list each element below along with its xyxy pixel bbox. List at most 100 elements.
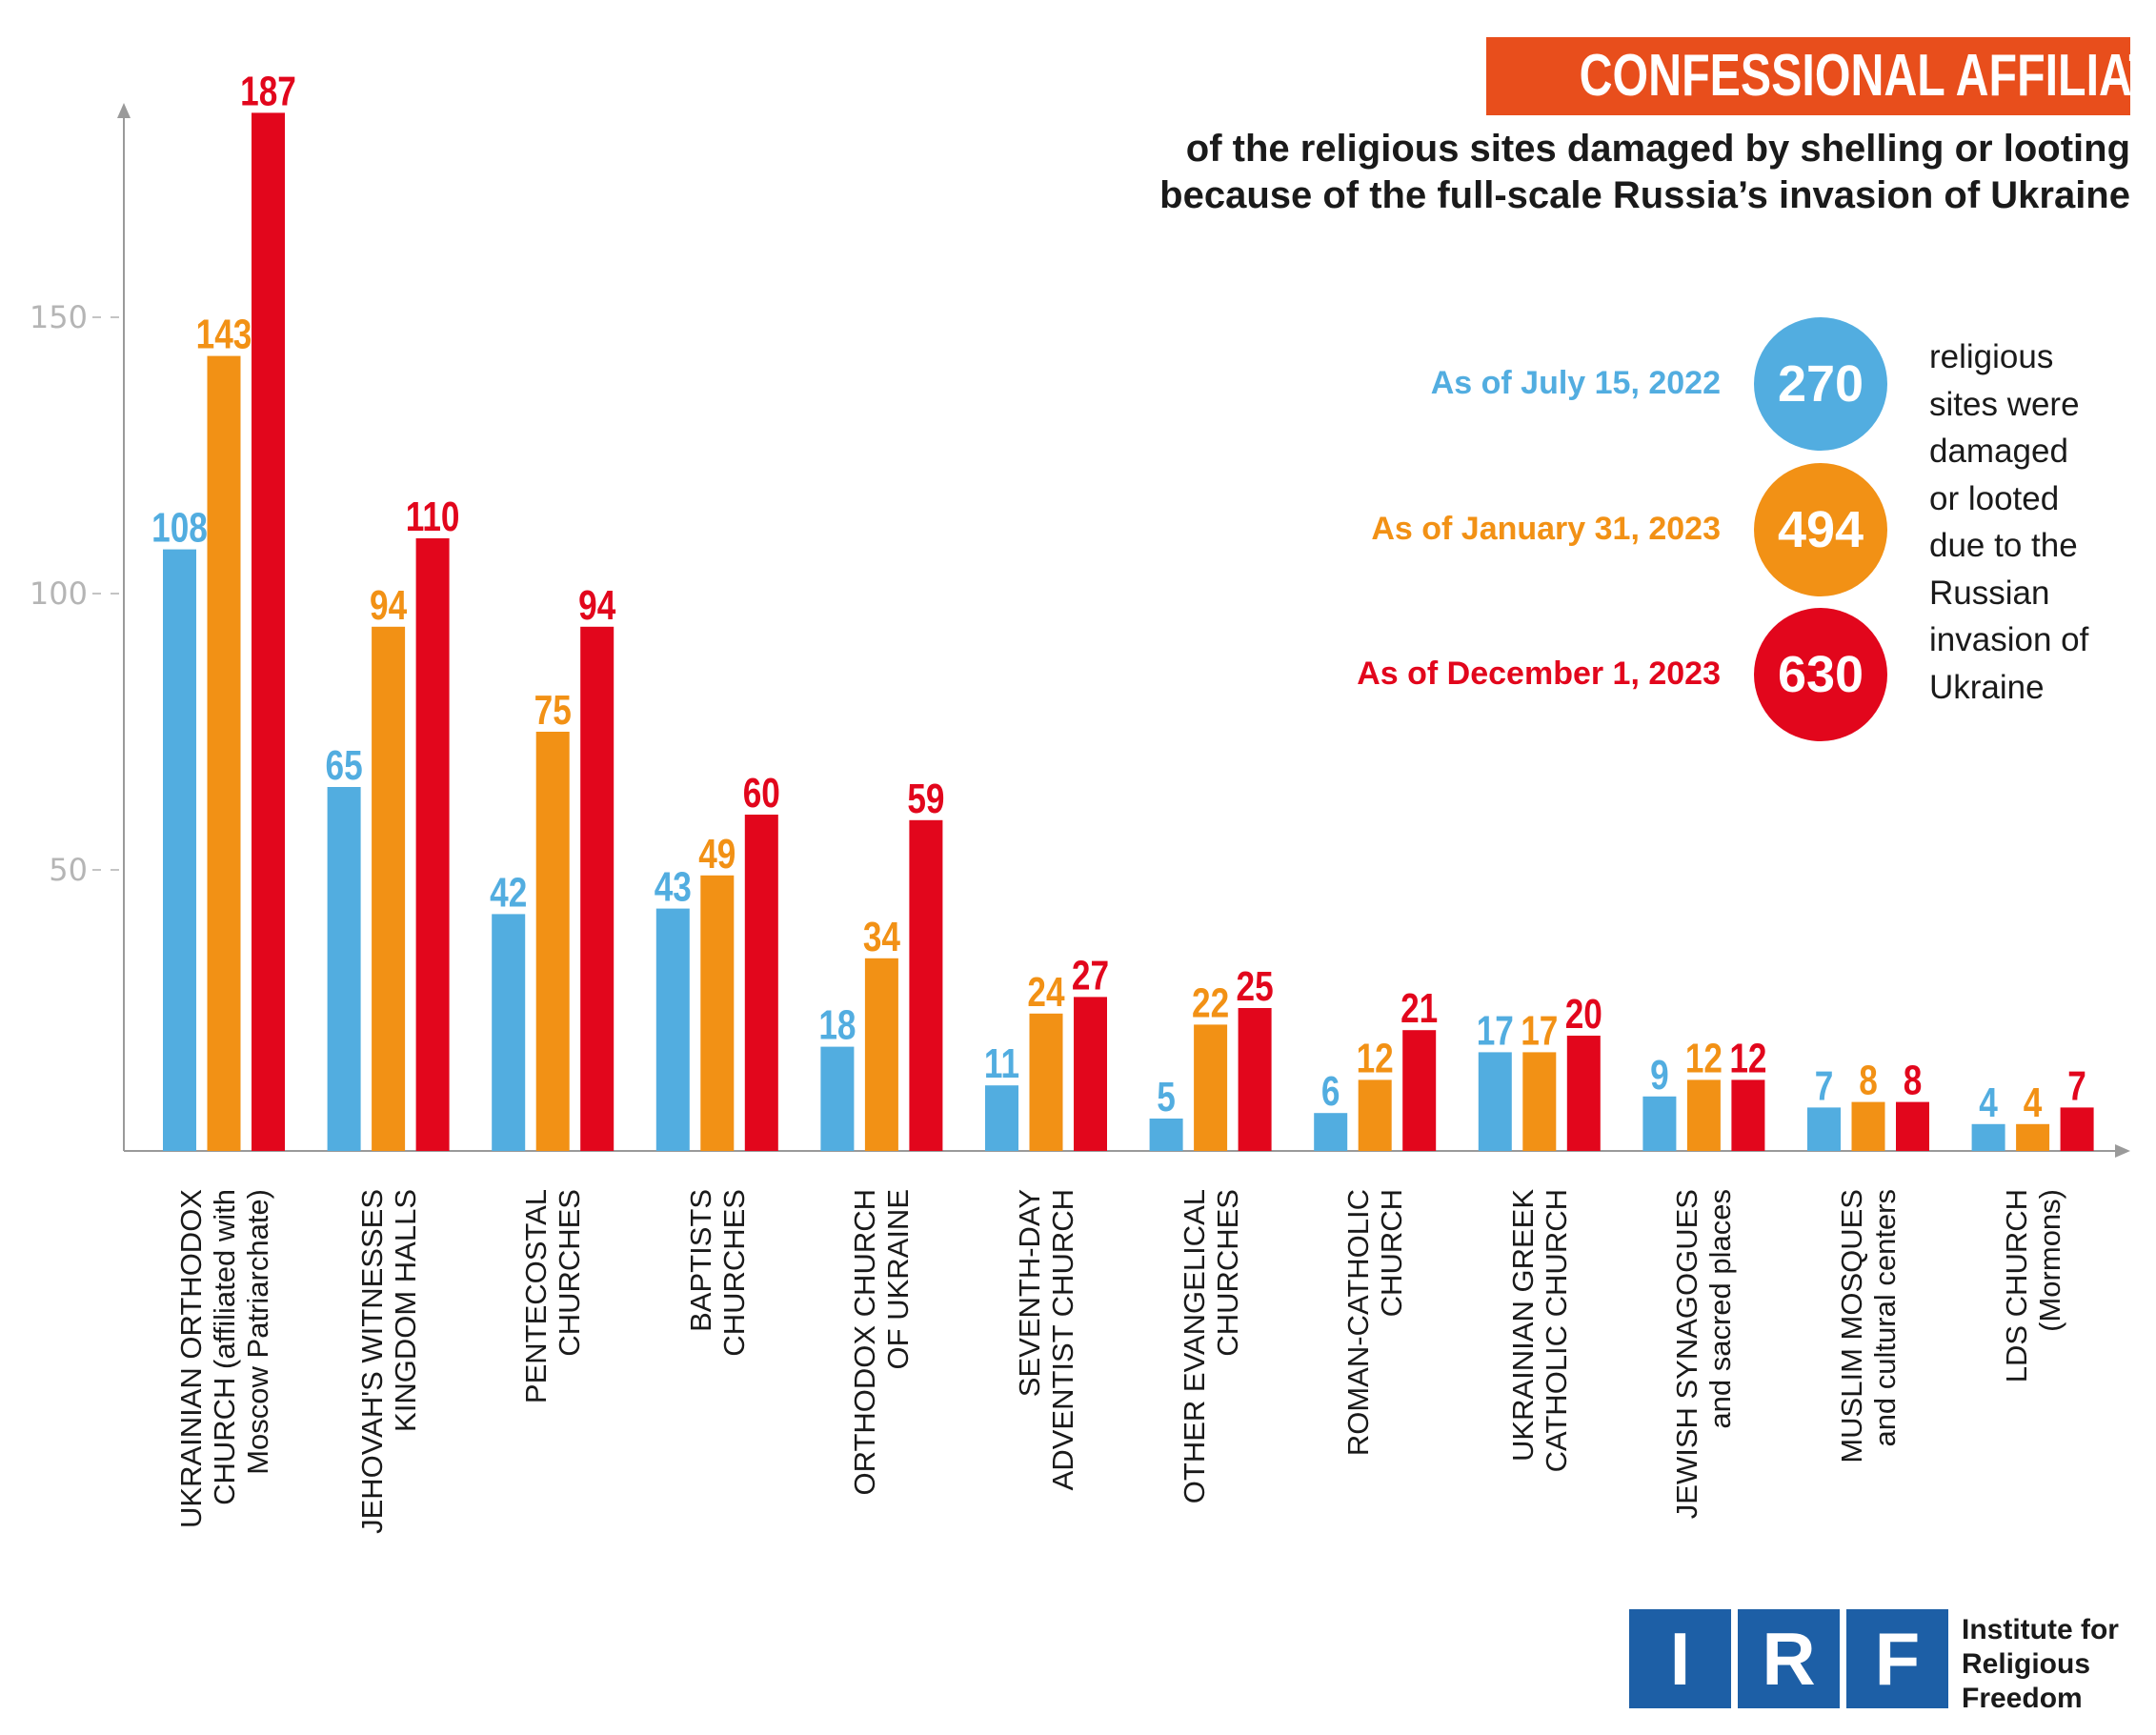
- category-label-line: LDS CHURCH: [1999, 1189, 2033, 1383]
- logo-text-line: Institute for: [1962, 1614, 2119, 1645]
- data-label: 12: [1685, 1036, 1723, 1082]
- legend-label-december-2023: As of December 1, 2023: [1357, 656, 1721, 692]
- y-tick-label: 150: [30, 299, 88, 335]
- data-label: 21: [1400, 986, 1438, 1033]
- bar: [1194, 1024, 1228, 1151]
- data-label: 27: [1072, 953, 1109, 999]
- category-label-line: CHURCH: [1375, 1189, 1409, 1318]
- legend-note-line: sites were: [1929, 385, 2080, 423]
- data-label: 49: [698, 831, 735, 878]
- category-label-line: CATHOLIC CHURCH: [1539, 1189, 1573, 1473]
- data-label: 6: [1321, 1069, 1340, 1116]
- bar: [1971, 1123, 2005, 1151]
- bar: [1731, 1079, 1765, 1151]
- bar: [2016, 1123, 2050, 1151]
- category-label: UKRAINIAN ORTHODOX CHURCH (affiliated wit…: [174, 1189, 274, 1608]
- data-label: 5: [1157, 1074, 1176, 1120]
- data-label: 20: [1565, 991, 1602, 1038]
- x-axis-arrow: [2115, 1144, 2130, 1158]
- legend-total-january-2023: 494: [1754, 463, 1887, 596]
- data-label: 42: [490, 870, 527, 917]
- category-label-line: OF UKRAINE: [881, 1189, 916, 1370]
- category-label-line: CHURCHES: [553, 1189, 587, 1357]
- chart-title-text: CONFESSIONAL AFFILIATION: [1579, 43, 2156, 109]
- bar: [372, 626, 406, 1151]
- bar: [2060, 1107, 2094, 1151]
- category-label-line: CHURCHES: [1210, 1189, 1244, 1357]
- subtitle-line-1: of the religious sites damaged by shelli…: [1185, 128, 2130, 170]
- category-label: MUSLIM MOSQUES and cultural centers: [1835, 1189, 1902, 1608]
- bar: [744, 815, 778, 1151]
- bar: [1314, 1113, 1348, 1151]
- category-label: LDS CHURCH (Mormons): [2000, 1189, 2066, 1608]
- legend-note-line: or looted: [1929, 479, 2060, 517]
- category-label-line: JEHOVAH'S WITNESSES: [354, 1189, 389, 1534]
- category-label: SEVENTH-DAY ADVENTIST CHURCH: [1013, 1189, 1079, 1608]
- legend-total-december-2023: 630: [1754, 608, 1887, 741]
- data-label: 108: [151, 505, 208, 552]
- data-label: 7: [1815, 1063, 1834, 1110]
- category-label-line: UKRAINIAN ORTHODOX: [173, 1189, 208, 1528]
- bar: [1074, 997, 1107, 1151]
- bar: [1238, 1008, 1272, 1151]
- category-label-line: ADVENTIST CHURCH: [1046, 1189, 1079, 1491]
- category-label: OTHER EVANGELICAL CHURCHES: [1178, 1189, 1244, 1608]
- category-label: UKRAINIAN GREEK CATHOLIC CHURCH: [1506, 1189, 1573, 1608]
- data-label: 4: [1979, 1079, 1998, 1126]
- legend-note: religious sites were damaged or looted d…: [1929, 333, 2088, 711]
- category-label-line: (Mormons): [2032, 1189, 2066, 1332]
- data-label: 9: [1650, 1052, 1669, 1099]
- data-label: 43: [655, 864, 692, 911]
- data-label: 4: [2024, 1079, 2043, 1126]
- bar: [163, 549, 196, 1151]
- data-label: 94: [578, 582, 615, 629]
- data-label: 110: [406, 494, 460, 540]
- legend-note-line: due to the: [1929, 527, 2078, 564]
- logo-letter: R: [1738, 1609, 1840, 1708]
- category-label-line: UKRAINIAN GREEK: [1505, 1189, 1540, 1462]
- bar: [700, 875, 735, 1151]
- category-label-line: MUSLIM MOSQUES: [1835, 1189, 1868, 1463]
- bar: [1358, 1079, 1392, 1151]
- data-label: 17: [1521, 1008, 1558, 1055]
- bar: [415, 538, 450, 1151]
- chart-title: CONFESSIONAL AFFILIATION: [1486, 37, 2156, 115]
- data-label: 12: [1729, 1036, 1766, 1082]
- data-label: 143: [196, 312, 252, 358]
- bar: [1807, 1107, 1841, 1151]
- data-label: 59: [907, 776, 944, 822]
- category-label: PENTECOSTAL CHURCHES: [519, 1189, 586, 1608]
- data-label: 18: [818, 1002, 856, 1049]
- legend-label-january-2023: As of January 31, 2023: [1371, 511, 1721, 547]
- legend-total-july-2022: 270: [1754, 317, 1887, 451]
- category-label-line: BAPTISTS: [683, 1189, 717, 1332]
- legend-note-line: invasion of: [1929, 621, 2089, 658]
- data-label: 12: [1357, 1036, 1394, 1082]
- data-label: 7: [2067, 1063, 2086, 1110]
- bar: [1478, 1052, 1512, 1151]
- data-label: 17: [1477, 1008, 1514, 1055]
- category-label-line: and sacred places: [1703, 1189, 1738, 1429]
- bar: [327, 787, 361, 1151]
- category-label: ROMAN-CATHOLIC CHURCH: [1341, 1189, 1408, 1608]
- category-label: JEWISH SYNAGOGUES and sacred places: [1670, 1189, 1737, 1608]
- category-label-line: CHURCHES: [716, 1189, 751, 1357]
- data-label: 187: [240, 69, 296, 115]
- bar: [1402, 1030, 1437, 1151]
- category-label-line: KINGDOM HALLS: [388, 1189, 422, 1432]
- bar: [655, 908, 690, 1151]
- logo-text-line: Religious: [1962, 1648, 2091, 1680]
- data-label: 60: [743, 770, 780, 817]
- category-label: JEHOVAH'S WITNESSES KINGDOM HALLS: [355, 1189, 422, 1608]
- bar: [1896, 1101, 1929, 1151]
- category-label-line: OTHER EVANGELICAL: [1177, 1189, 1211, 1504]
- logo-text: Institute for Religious Freedom: [1962, 1613, 2119, 1716]
- data-label: 65: [326, 742, 363, 789]
- bar: [909, 819, 943, 1151]
- category-label: ORTHODOX CHURCH OF UKRAINE: [848, 1189, 915, 1608]
- category-label-line: Moscow Patriarchate): [240, 1189, 274, 1475]
- bar: [1851, 1101, 1885, 1151]
- y-tick-label: 50: [49, 852, 88, 888]
- category-label-line: ORTHODOX CHURCH: [848, 1189, 882, 1496]
